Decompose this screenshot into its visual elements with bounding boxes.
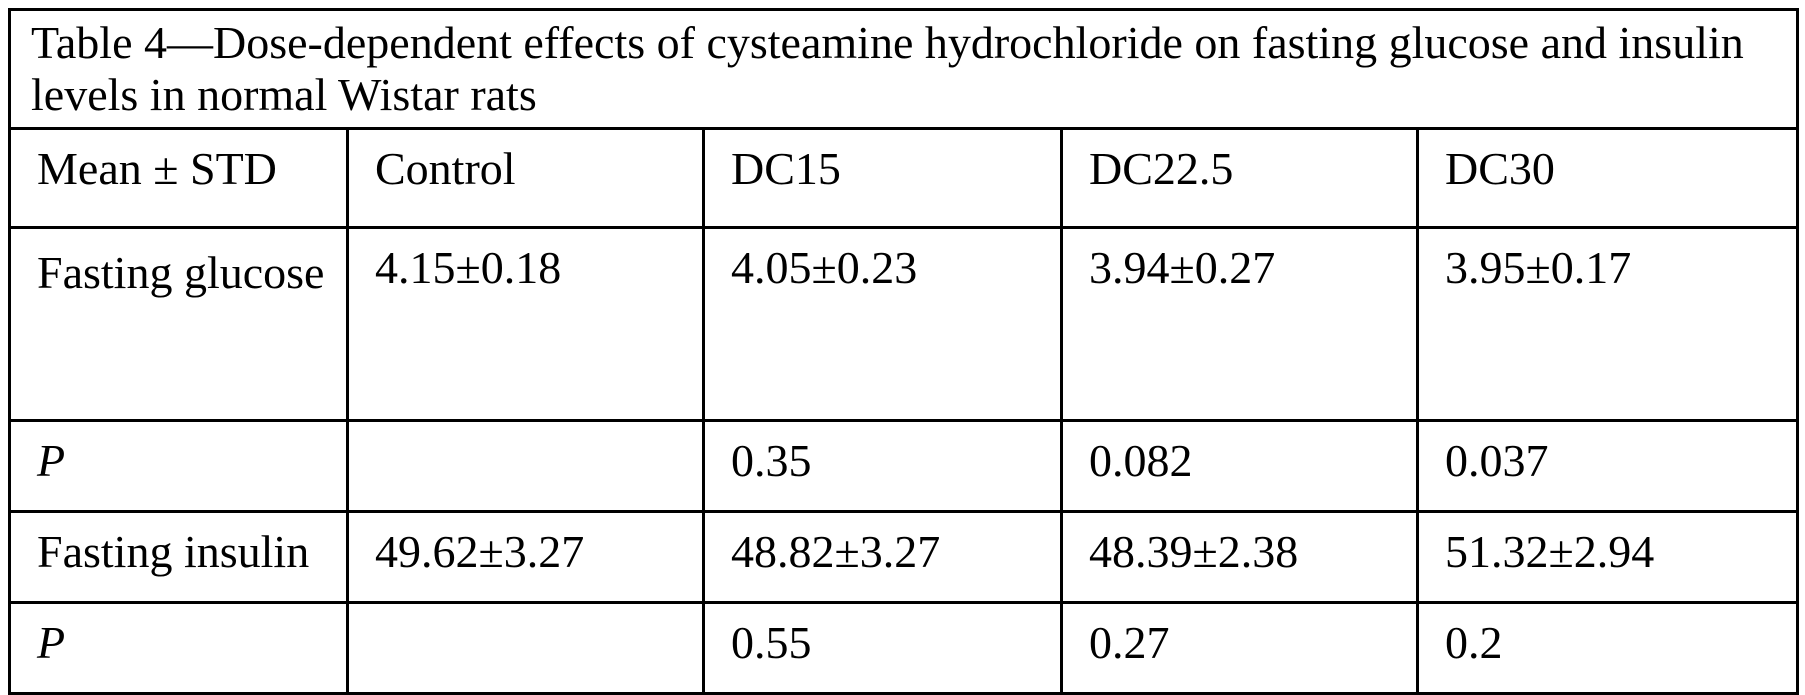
row-label: P: [10, 603, 348, 694]
table-caption: Table 4—Dose-dependent effects of cystea…: [10, 10, 1798, 129]
table-row: P 0.35 0.082 0.037: [10, 421, 1798, 512]
table-cell: 4.05±0.23: [704, 228, 1062, 421]
row-label: Fasting glucose: [10, 228, 348, 421]
table-row: Fasting glucose 4.15±0.18 4.05±0.23 3.94…: [10, 228, 1798, 421]
column-header: Mean ± STD: [10, 129, 348, 228]
table-row: P 0.55 0.27 0.2: [10, 603, 1798, 694]
table-cell: 0.082: [1062, 421, 1418, 512]
table-cell: 3.95±0.17: [1418, 228, 1798, 421]
table-cell: 0.35: [704, 421, 1062, 512]
table-cell: 0.2: [1418, 603, 1798, 694]
table-cell: 48.82±3.27: [704, 512, 1062, 603]
table-cell: 0.27: [1062, 603, 1418, 694]
table-cell: 3.94±0.27: [1062, 228, 1418, 421]
table-cell: 49.62±3.27: [348, 512, 704, 603]
column-header: DC15: [704, 129, 1062, 228]
data-table: Table 4—Dose-dependent effects of cystea…: [8, 8, 1799, 695]
table-cell: 0.55: [704, 603, 1062, 694]
table-cell: 51.32±2.94: [1418, 512, 1798, 603]
table-cell: 4.15±0.18: [348, 228, 704, 421]
table-cell: 48.39±2.38: [1062, 512, 1418, 603]
column-header: Control: [348, 129, 704, 228]
caption-row: Table 4—Dose-dependent effects of cystea…: [10, 10, 1798, 129]
column-header: DC22.5: [1062, 129, 1418, 228]
data-table-container: Table 4—Dose-dependent effects of cystea…: [8, 8, 1796, 658]
table-row: Fasting insulin 49.62±3.27 48.82±3.27 48…: [10, 512, 1798, 603]
row-label: Fasting insulin: [10, 512, 348, 603]
table-cell: 0.037: [1418, 421, 1798, 512]
column-header: DC30: [1418, 129, 1798, 228]
table-cell: [348, 421, 704, 512]
table-cell: [348, 603, 704, 694]
header-row: Mean ± STD Control DC15 DC22.5 DC30: [10, 129, 1798, 228]
row-label: P: [10, 421, 348, 512]
